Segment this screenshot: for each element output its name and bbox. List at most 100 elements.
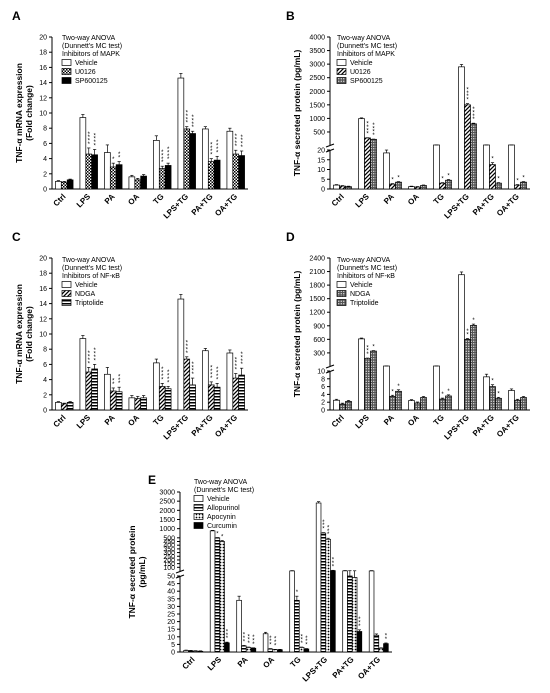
significance-star: * [112, 379, 115, 385]
significance-star: * [93, 143, 96, 149]
legend-swatch [336, 290, 347, 297]
significance-star: * [252, 635, 255, 641]
bar-oa-tg-vehicle [226, 352, 234, 411]
y-tick-label: 1000 [159, 526, 175, 533]
legend-label: Triptolide [75, 300, 104, 307]
legend-swatch [193, 495, 204, 502]
significance-star: * [88, 355, 91, 361]
significance-star: * [93, 348, 96, 354]
bar-pa-tg-triptolide [495, 397, 502, 411]
legend: Two-way ANOVA(Dunnett's MC test)Inhibito… [336, 257, 397, 307]
bar-oa-ndga [134, 398, 142, 411]
significance-star: * [191, 369, 194, 375]
x-tick-label: PA [382, 413, 396, 427]
legend-title: Inhibitors of NF-κB [62, 273, 120, 280]
significance-star: * [366, 132, 369, 138]
y-tick-label: 20 [39, 35, 47, 42]
y-tick-label: 6 [43, 141, 47, 148]
bar-lps-sp600125 [91, 154, 98, 190]
legend-label: Triptolide [350, 300, 379, 307]
bar-lps-ndga [85, 371, 93, 411]
stats-note: Two-way ANOVA [62, 257, 115, 264]
significance-star: * [252, 642, 255, 648]
significance-star: * [522, 176, 525, 182]
bar-lps-tg-ndga [183, 358, 191, 411]
significance-star: * [497, 391, 500, 397]
significance-star: * [322, 527, 325, 533]
significance-star: * [447, 174, 450, 180]
y-tick-label: 10 [39, 332, 47, 339]
bar-tg-allopurinol [294, 599, 300, 653]
y-tick-label: 200 [163, 557, 175, 564]
x-tick-label: TG [151, 192, 165, 206]
significance-star: * [243, 639, 246, 645]
y-axis-title-line2: (Fold change) [24, 85, 34, 141]
significance-star: * [466, 329, 469, 335]
panel-letter: B [286, 9, 295, 23]
significance-star: * [186, 351, 189, 357]
bar-oa-apocynin [272, 649, 278, 653]
significance-star: * [247, 641, 250, 647]
bar-pa-vehicle [383, 365, 390, 411]
legend-label: Vehicle [350, 282, 373, 289]
significance-star: * [305, 639, 308, 645]
x-tick-label: LPS [75, 413, 93, 431]
x-tick-label: LPS [75, 192, 93, 210]
significance-star: * [210, 149, 213, 155]
y-tick-label: 0 [321, 408, 325, 415]
significance-star: * [397, 176, 400, 182]
significance-star: * [243, 636, 246, 642]
significance-star: * [269, 636, 272, 642]
bar-pa-tg-ndga [489, 386, 496, 411]
bar-oa-tg-sp600125 [238, 155, 245, 190]
significance-star: * [358, 620, 361, 626]
x-tick-label: Ctrl [181, 655, 197, 671]
significance-star: * [167, 377, 170, 383]
y-tick-label: 10 [317, 167, 325, 174]
y-tick-label: 4 [321, 392, 325, 399]
significance-star: * [269, 643, 272, 649]
legend-label: U0126 [350, 69, 371, 76]
legend-title: Inhibitors of MAPK [62, 51, 120, 58]
significance-star: * [191, 115, 194, 121]
significance-star: * [332, 561, 335, 567]
y-axis-title: TNF-α secreted protein (pg/mL) [292, 271, 302, 398]
bar-pa-sp600125 [395, 181, 402, 190]
bar-pa-vehicle [104, 373, 111, 411]
bar-pa-vehicle [383, 152, 390, 190]
bar-tg-u0126 [439, 182, 446, 190]
significance-star: * [391, 389, 394, 395]
legend-swatch [61, 59, 72, 66]
y-tick-label: 2000 [159, 508, 175, 515]
bar-ctrl-curcumin [197, 650, 204, 653]
y-tick-label: 35 [167, 596, 175, 603]
significance-star: * [274, 643, 277, 649]
bar-oa-triptolide [140, 397, 147, 411]
bar-oa-tg-vehicle [368, 570, 375, 653]
x-tick-label: TG [151, 413, 165, 427]
y-tick-label: 6 [43, 362, 47, 369]
bar-lps-vehicle [358, 338, 365, 411]
bar-lps-tg-u0126 [464, 104, 471, 190]
significance-star: * [88, 351, 91, 357]
legend-label: SP600125 [75, 78, 108, 85]
significance-star: * [118, 374, 121, 380]
bar-pa-tg-curcumin [356, 631, 363, 653]
y-tick-label: 1500 [309, 102, 325, 109]
significance-star: * [269, 639, 272, 645]
legend-swatch [193, 513, 204, 520]
significance-star: * [466, 91, 469, 97]
significance-star: * [472, 110, 475, 116]
y-axis-title: TNF-α secreted protein (pg/mL) [292, 50, 302, 177]
bar-lps-ndga [364, 357, 371, 411]
y-tick-label: 300 [313, 350, 325, 357]
significance-star: * [305, 636, 308, 642]
legend-label: Curcumin [207, 523, 237, 530]
y-tick-label: 3000 [309, 62, 325, 69]
significance-star: * [210, 372, 213, 378]
bar-pa-u0126 [109, 166, 117, 190]
bar-lps-tg-sp600125 [189, 133, 196, 190]
bar-tg-sp600125 [445, 179, 452, 190]
bar-lps-vehicle [209, 530, 216, 653]
